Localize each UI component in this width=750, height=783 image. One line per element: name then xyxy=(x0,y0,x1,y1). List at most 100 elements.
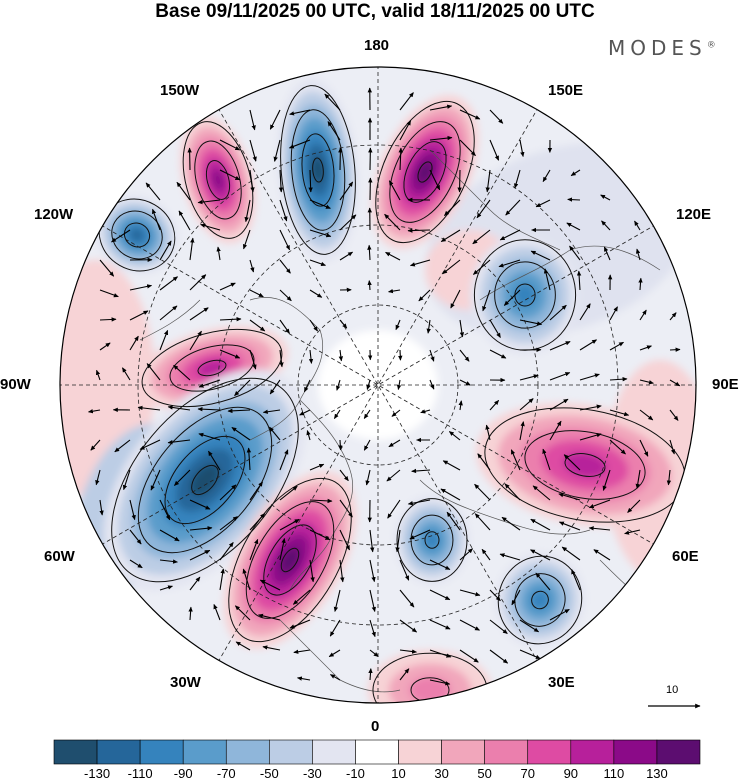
wind-arrow-247 xyxy=(189,526,213,531)
anomaly-pacific-nw-low-level-5 xyxy=(130,228,144,242)
lon-label-90w: 90W xyxy=(0,376,31,393)
wind-arrow-124 xyxy=(639,309,647,321)
wind-arrow-57 xyxy=(309,229,332,238)
wind-arrow-171 xyxy=(227,408,251,414)
wind-arrow-299 xyxy=(289,619,311,629)
wind-arrow-150 xyxy=(198,379,221,388)
colorbar-swatch-4 xyxy=(225,739,270,765)
wind-arrow-301 xyxy=(369,619,376,638)
contour-bering-low-4 xyxy=(301,133,335,207)
wind-vectors xyxy=(88,87,681,686)
colorbar-tick-0: -130 xyxy=(84,766,111,781)
wind-arrow-147 xyxy=(121,367,131,381)
wind-arrow-241 xyxy=(532,485,551,501)
wind-arrow-39 xyxy=(279,199,288,222)
wind-arrow-200 xyxy=(519,421,525,441)
wind-arrow-267 xyxy=(249,538,259,561)
colorbar-tick-6: -10 xyxy=(346,766,365,781)
contour-scandinavia-low-2 xyxy=(410,514,454,566)
wind-arrow-271 xyxy=(369,559,376,583)
wind-arrow-91 xyxy=(189,274,207,291)
wind-arrow-108 xyxy=(129,310,149,321)
colorbar-tick-12: 110 xyxy=(603,766,625,781)
contour-gulf-alaska-high-2 xyxy=(194,140,242,220)
wind-arrow-190 xyxy=(198,432,221,441)
wind-arrow-211 xyxy=(246,447,252,471)
colorbar-swatch-5 xyxy=(269,739,313,765)
wind-arrow-84 xyxy=(530,250,551,261)
wind-arrow-209 xyxy=(174,469,191,486)
colorbar-swatch-0 xyxy=(53,739,98,765)
coastline-0 xyxy=(249,297,324,441)
wind-arrow-218 xyxy=(442,460,461,471)
contour-bering-low-6 xyxy=(312,157,324,183)
wind-arrow-223 xyxy=(602,469,611,491)
contour-atlantic-high-2 xyxy=(245,501,335,619)
wind-arrow-99 xyxy=(418,289,431,302)
wind-arrow-259 xyxy=(530,518,551,531)
colorbar-swatch-3 xyxy=(182,739,227,765)
contour-labrador-low-4 xyxy=(164,435,246,525)
wind-arrow-160 xyxy=(519,374,539,381)
wind-arrow-64 xyxy=(499,229,521,241)
wind-arrow-213 xyxy=(309,463,325,471)
wind-arrow-88 xyxy=(99,289,119,298)
contour-east-siberia-high-6 xyxy=(417,161,433,183)
wind-arrow-191 xyxy=(231,427,251,441)
wind-arrow-216 xyxy=(386,469,401,482)
wind-arrow-169 xyxy=(167,405,191,411)
wind-arrow-113 xyxy=(279,319,290,334)
colorbar-tick-7: 10 xyxy=(391,766,406,781)
contour-asia-low-2 xyxy=(494,261,556,329)
wind-arrow-261 xyxy=(588,526,611,531)
wind-arrow-230 xyxy=(219,484,237,501)
contour-atlantic-high-4 xyxy=(263,524,317,596)
colorbar-swatch-6 xyxy=(312,739,356,765)
wind-arrow-62 xyxy=(440,229,461,243)
wind-arrow-148 xyxy=(146,363,161,381)
wind-arrow-28 xyxy=(398,147,403,171)
wind-arrow-283 xyxy=(242,568,251,591)
wind-arrow-194 xyxy=(338,439,343,451)
wind-arrow-109 xyxy=(159,305,178,321)
wind-arrow-2 xyxy=(289,109,311,116)
wind-arrow-95 xyxy=(309,289,323,298)
wind-arrow-126 xyxy=(99,342,111,351)
wind-arrow-268 xyxy=(279,537,286,561)
lon-label-120e: 120E xyxy=(676,206,712,223)
wind-arrow-298 xyxy=(258,613,281,621)
wind-arrow-72 xyxy=(189,237,195,261)
colorbar-tick-9: 50 xyxy=(477,766,492,781)
wind-arrow-132 xyxy=(279,349,284,368)
wind-arrow-257 xyxy=(474,513,491,531)
wind-arrow-317 xyxy=(519,649,541,660)
wind-arrow-315 xyxy=(459,649,479,663)
wind-arrow-293 xyxy=(535,572,551,591)
wind-arrow-258 xyxy=(501,516,521,531)
wind-arrow-3 xyxy=(324,93,341,111)
wind-arrow-282 xyxy=(219,568,225,591)
wind-arrow-221 xyxy=(542,448,551,471)
lon-label-60e: 60E xyxy=(672,548,699,565)
wind-arrow-78 xyxy=(367,244,372,261)
wind-arrow-306 xyxy=(519,619,540,633)
wind-arrow-142 xyxy=(579,339,597,351)
wind-arrow-29 xyxy=(429,169,441,191)
wind-arrow-243 xyxy=(588,499,611,509)
wind-arrow-277 xyxy=(530,549,551,561)
wind-arrow-61 xyxy=(407,228,431,233)
wind-arrow-304 xyxy=(459,619,480,631)
wind-arrow-89 xyxy=(129,284,153,291)
wind-arrow-118 xyxy=(459,319,465,338)
wind-arrow-144 xyxy=(639,345,652,351)
wind-arrow-168 xyxy=(137,405,161,411)
wind-arrow-178 xyxy=(458,400,463,411)
wind-arrow-291 xyxy=(489,589,501,602)
meridian-150 xyxy=(217,107,539,663)
wind-arrow-6 xyxy=(429,104,453,111)
wind-arrow-185 xyxy=(669,409,679,421)
colorbar-swatch-1 xyxy=(96,739,141,765)
colorbar-swatch-7 xyxy=(355,739,399,765)
wind-arrow-54 xyxy=(200,223,221,231)
coastline-4 xyxy=(429,149,561,251)
